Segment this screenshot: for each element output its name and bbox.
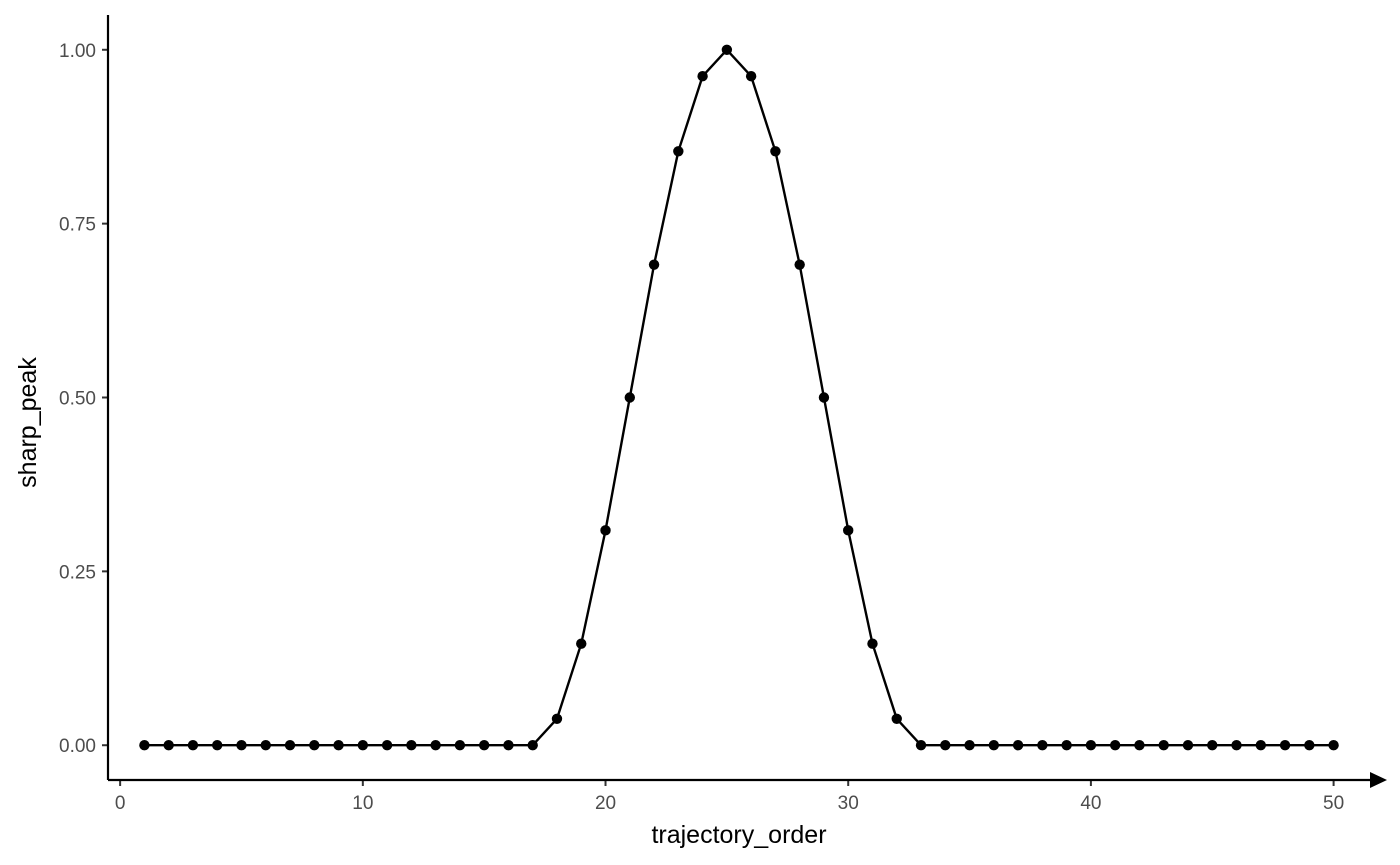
y-tick-label: 0.25 <box>59 562 96 583</box>
data-point <box>964 740 975 751</box>
data-point <box>1207 740 1218 751</box>
data-point <box>139 740 150 751</box>
x-axis-ticks: 0 10 20 30 40 50 <box>115 780 1344 814</box>
x-tick-label: 40 <box>1080 793 1101 814</box>
data-point <box>697 71 708 82</box>
data-point <box>1085 740 1097 751</box>
x-axis-arrow <box>1370 772 1387 788</box>
y-tick-label: 1.00 <box>59 41 96 62</box>
y-axis-title: sharp_peak <box>14 357 42 488</box>
data-point <box>648 259 660 270</box>
data-point <box>357 740 369 751</box>
x-tick-label: 50 <box>1323 793 1344 814</box>
data-point <box>818 392 830 403</box>
y-tick-label: 0.50 <box>59 389 96 410</box>
data-point <box>940 740 951 751</box>
data-point <box>867 638 878 649</box>
data-point <box>891 713 902 724</box>
data-point <box>1158 740 1169 751</box>
data-point <box>527 740 538 751</box>
x-tick-label: 0 <box>115 793 126 814</box>
y-tick-label: 0.75 <box>59 215 96 236</box>
data-point <box>988 740 1000 751</box>
data-point <box>624 392 635 403</box>
series-line <box>144 48 1334 747</box>
x-tick-label: 30 <box>838 793 859 814</box>
data-series <box>139 44 1339 751</box>
data-point <box>551 713 563 724</box>
data-point <box>163 740 174 751</box>
data-point <box>1231 740 1242 751</box>
data-point <box>745 71 757 82</box>
data-point <box>503 740 514 751</box>
data-point <box>406 740 417 751</box>
data-point <box>1134 740 1145 751</box>
data-point <box>284 740 296 751</box>
data-point <box>600 525 611 536</box>
data-point <box>794 259 805 270</box>
data-point <box>1061 740 1072 751</box>
data-point <box>454 740 466 751</box>
data-point <box>260 740 271 751</box>
data-point <box>478 740 490 751</box>
y-tick-label: 0.00 <box>59 736 96 757</box>
x-tick-label: 20 <box>595 793 616 814</box>
data-point <box>236 740 247 751</box>
data-point <box>333 740 344 751</box>
data-point <box>309 740 320 751</box>
y-axis-ticks: 0.00 0.25 0.50 0.75 1.00 <box>59 41 108 757</box>
data-point <box>1328 740 1339 751</box>
x-tick-label: 10 <box>352 793 373 814</box>
data-point <box>1012 740 1024 751</box>
data-point <box>576 638 587 649</box>
data-point <box>721 44 733 55</box>
data-point <box>843 525 854 536</box>
data-point <box>381 740 393 751</box>
data-point <box>770 146 781 157</box>
data-point <box>1182 740 1194 751</box>
x-axis-title: trajectory_order <box>651 821 826 849</box>
data-point <box>212 740 223 751</box>
data-point <box>1304 740 1315 751</box>
data-point <box>1279 740 1291 751</box>
data-point <box>1109 740 1121 751</box>
data-point <box>673 146 684 157</box>
data-point <box>915 740 927 751</box>
data-point <box>1037 740 1048 751</box>
data-point <box>430 740 441 751</box>
data-point <box>187 740 199 751</box>
data-point <box>1255 740 1266 751</box>
